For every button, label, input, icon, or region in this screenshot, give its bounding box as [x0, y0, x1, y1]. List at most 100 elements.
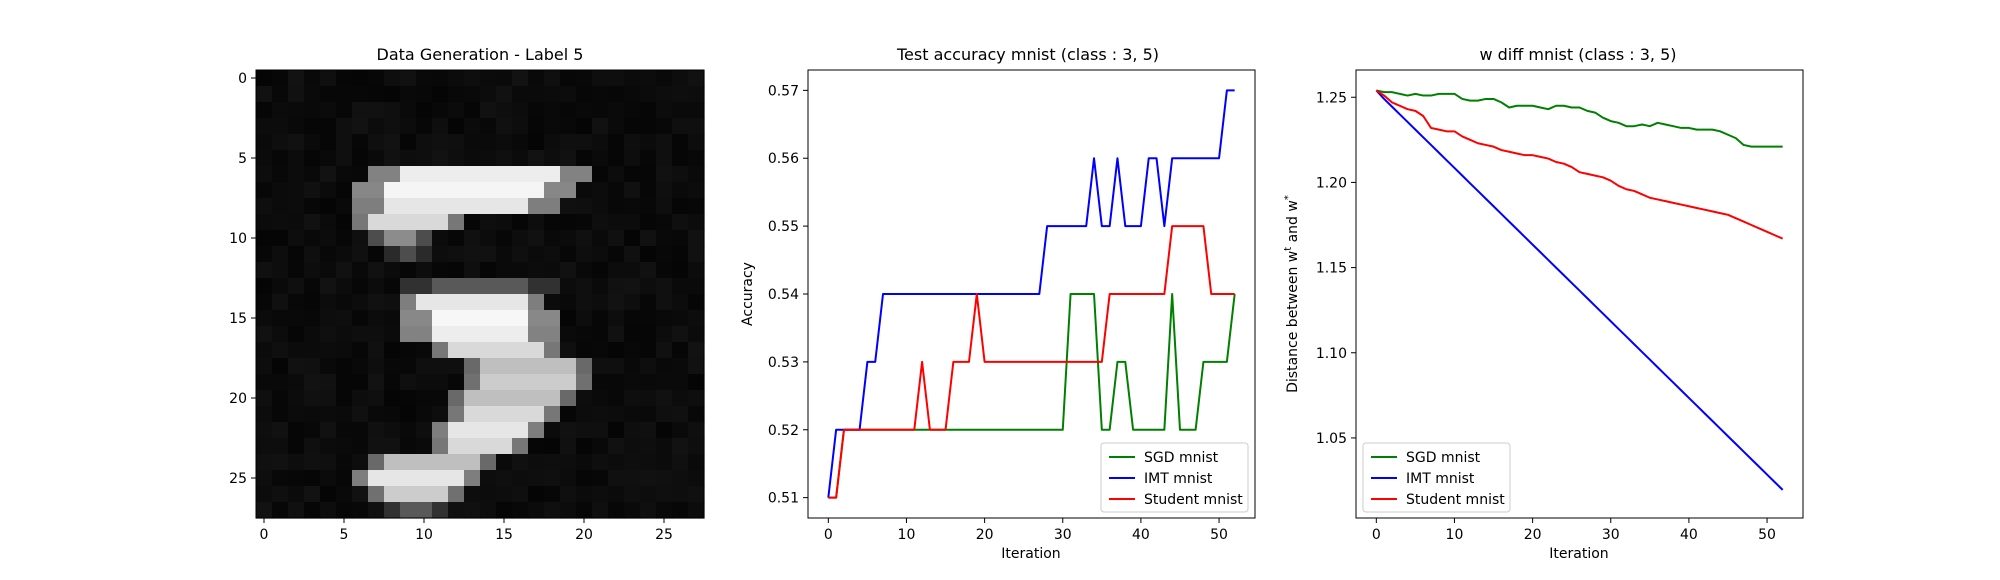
image-pixel — [464, 342, 481, 359]
image-pixel — [272, 214, 289, 231]
image-pixel — [464, 422, 481, 439]
w-diff-x-tick-label: 0 — [1372, 527, 1381, 543]
image-pixel — [448, 422, 465, 439]
image-pixel — [256, 422, 273, 439]
image-pixel — [368, 406, 385, 423]
image-pixel — [640, 486, 657, 503]
image-pixel — [688, 422, 705, 439]
image-pixel — [480, 422, 497, 439]
image-frame — [255, 69, 705, 519]
image-pixel — [480, 246, 497, 263]
image-pixel — [640, 278, 657, 295]
image-pixel — [432, 166, 449, 183]
image-pixel — [608, 86, 625, 103]
image-pixel — [416, 278, 433, 295]
image-pixel — [592, 486, 609, 503]
image-pixel — [320, 278, 337, 295]
image-pixel — [672, 198, 689, 215]
image-pixel — [288, 502, 305, 519]
image-pixel — [320, 374, 337, 391]
image-pixel — [656, 246, 673, 263]
image-pixel — [496, 438, 513, 455]
accuracy-x-axis-label: Iteration — [1001, 546, 1060, 562]
image-pixel — [608, 294, 625, 311]
image-pixel — [608, 70, 625, 87]
image-pixel — [400, 406, 417, 423]
image-pixel — [384, 422, 401, 439]
image-pixel — [560, 150, 577, 167]
accuracy-y-axis-label: Accuracy — [740, 262, 756, 326]
image-pixel — [320, 390, 337, 407]
image-pixel — [656, 214, 673, 231]
image-pixel — [688, 262, 705, 279]
image-pixel — [672, 118, 689, 135]
image-pixel — [560, 326, 577, 343]
image-pixel — [688, 230, 705, 247]
image-pixel — [416, 86, 433, 103]
image-pixel — [288, 134, 305, 151]
image-pixel — [496, 390, 513, 407]
image-pixel — [400, 374, 417, 391]
image-pixel — [304, 454, 321, 471]
accuracy-y-tick-label: 0.51 — [768, 491, 799, 507]
image-pixels — [256, 70, 705, 519]
image-pixel — [640, 230, 657, 247]
accuracy-line-student — [828, 225, 1235, 499]
image-pixel — [336, 182, 353, 199]
image-pixel — [400, 422, 417, 439]
image-pixel — [640, 390, 657, 407]
image-pixel — [528, 86, 545, 103]
image-pixel — [448, 486, 465, 503]
image-pixel — [256, 86, 273, 103]
image-pixel — [496, 86, 513, 103]
accuracy-y-tick-label: 0.56 — [768, 151, 799, 167]
image-pixel — [320, 422, 337, 439]
image-pixel — [352, 342, 369, 359]
image-pixel — [448, 342, 465, 359]
image-pixel — [336, 422, 353, 439]
image-pixel — [624, 374, 641, 391]
image-pixel — [336, 246, 353, 263]
image-pixel — [624, 486, 641, 503]
image-pixel — [400, 134, 417, 151]
image-pixel — [272, 454, 289, 471]
image-pixel — [672, 374, 689, 391]
image-pixel — [656, 422, 673, 439]
image-pixel — [544, 342, 561, 359]
image-pixel — [560, 182, 577, 199]
image-pixel — [288, 470, 305, 487]
image-pixel — [576, 182, 593, 199]
image-pixel — [352, 118, 369, 135]
image-pixel — [528, 182, 545, 199]
image-pixel — [512, 294, 529, 311]
image-pixel — [592, 438, 609, 455]
accuracy-x-tick-label: 0 — [824, 527, 833, 543]
image-pixel — [512, 214, 529, 231]
image-pixel — [320, 118, 337, 135]
image-pixel — [576, 166, 593, 183]
image-pixel — [640, 342, 657, 359]
image-pixel — [320, 406, 337, 423]
image-pixel — [528, 470, 545, 487]
image-pixel — [688, 166, 705, 183]
image-pixel — [480, 102, 497, 119]
image-pixel — [608, 438, 625, 455]
image-pixel — [304, 406, 321, 423]
image-pixel — [448, 86, 465, 103]
image-pixel — [336, 166, 353, 183]
image-pixel — [688, 406, 705, 423]
image-pixel — [624, 262, 641, 279]
image-pixel — [336, 86, 353, 103]
image-pixel — [576, 406, 593, 423]
image-pixel — [560, 470, 577, 487]
image-pixel — [608, 230, 625, 247]
image-pixel — [368, 502, 385, 519]
image-pixel — [544, 294, 561, 311]
image-pixel — [368, 486, 385, 503]
image-pixel — [432, 150, 449, 167]
image-pixel — [624, 406, 641, 423]
image-pixel — [368, 214, 385, 231]
image-pixel — [256, 502, 273, 519]
image-pixel — [560, 70, 577, 87]
image-pixel — [448, 262, 465, 279]
